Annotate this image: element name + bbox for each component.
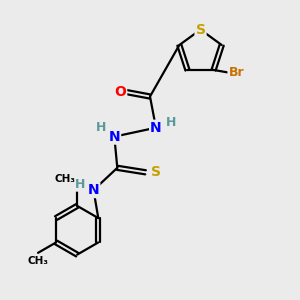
Text: H: H [96, 121, 106, 134]
Text: Br: Br [228, 66, 244, 79]
Text: CH₃: CH₃ [28, 256, 49, 266]
Text: S: S [151, 165, 161, 179]
Text: N: N [109, 130, 120, 144]
Text: S: S [196, 22, 206, 37]
Text: H: H [166, 116, 176, 129]
Text: H: H [75, 178, 85, 191]
Text: N: N [88, 183, 99, 197]
Text: CH₃: CH₃ [55, 174, 76, 184]
Text: O: O [114, 85, 126, 99]
Text: N: N [150, 121, 162, 135]
